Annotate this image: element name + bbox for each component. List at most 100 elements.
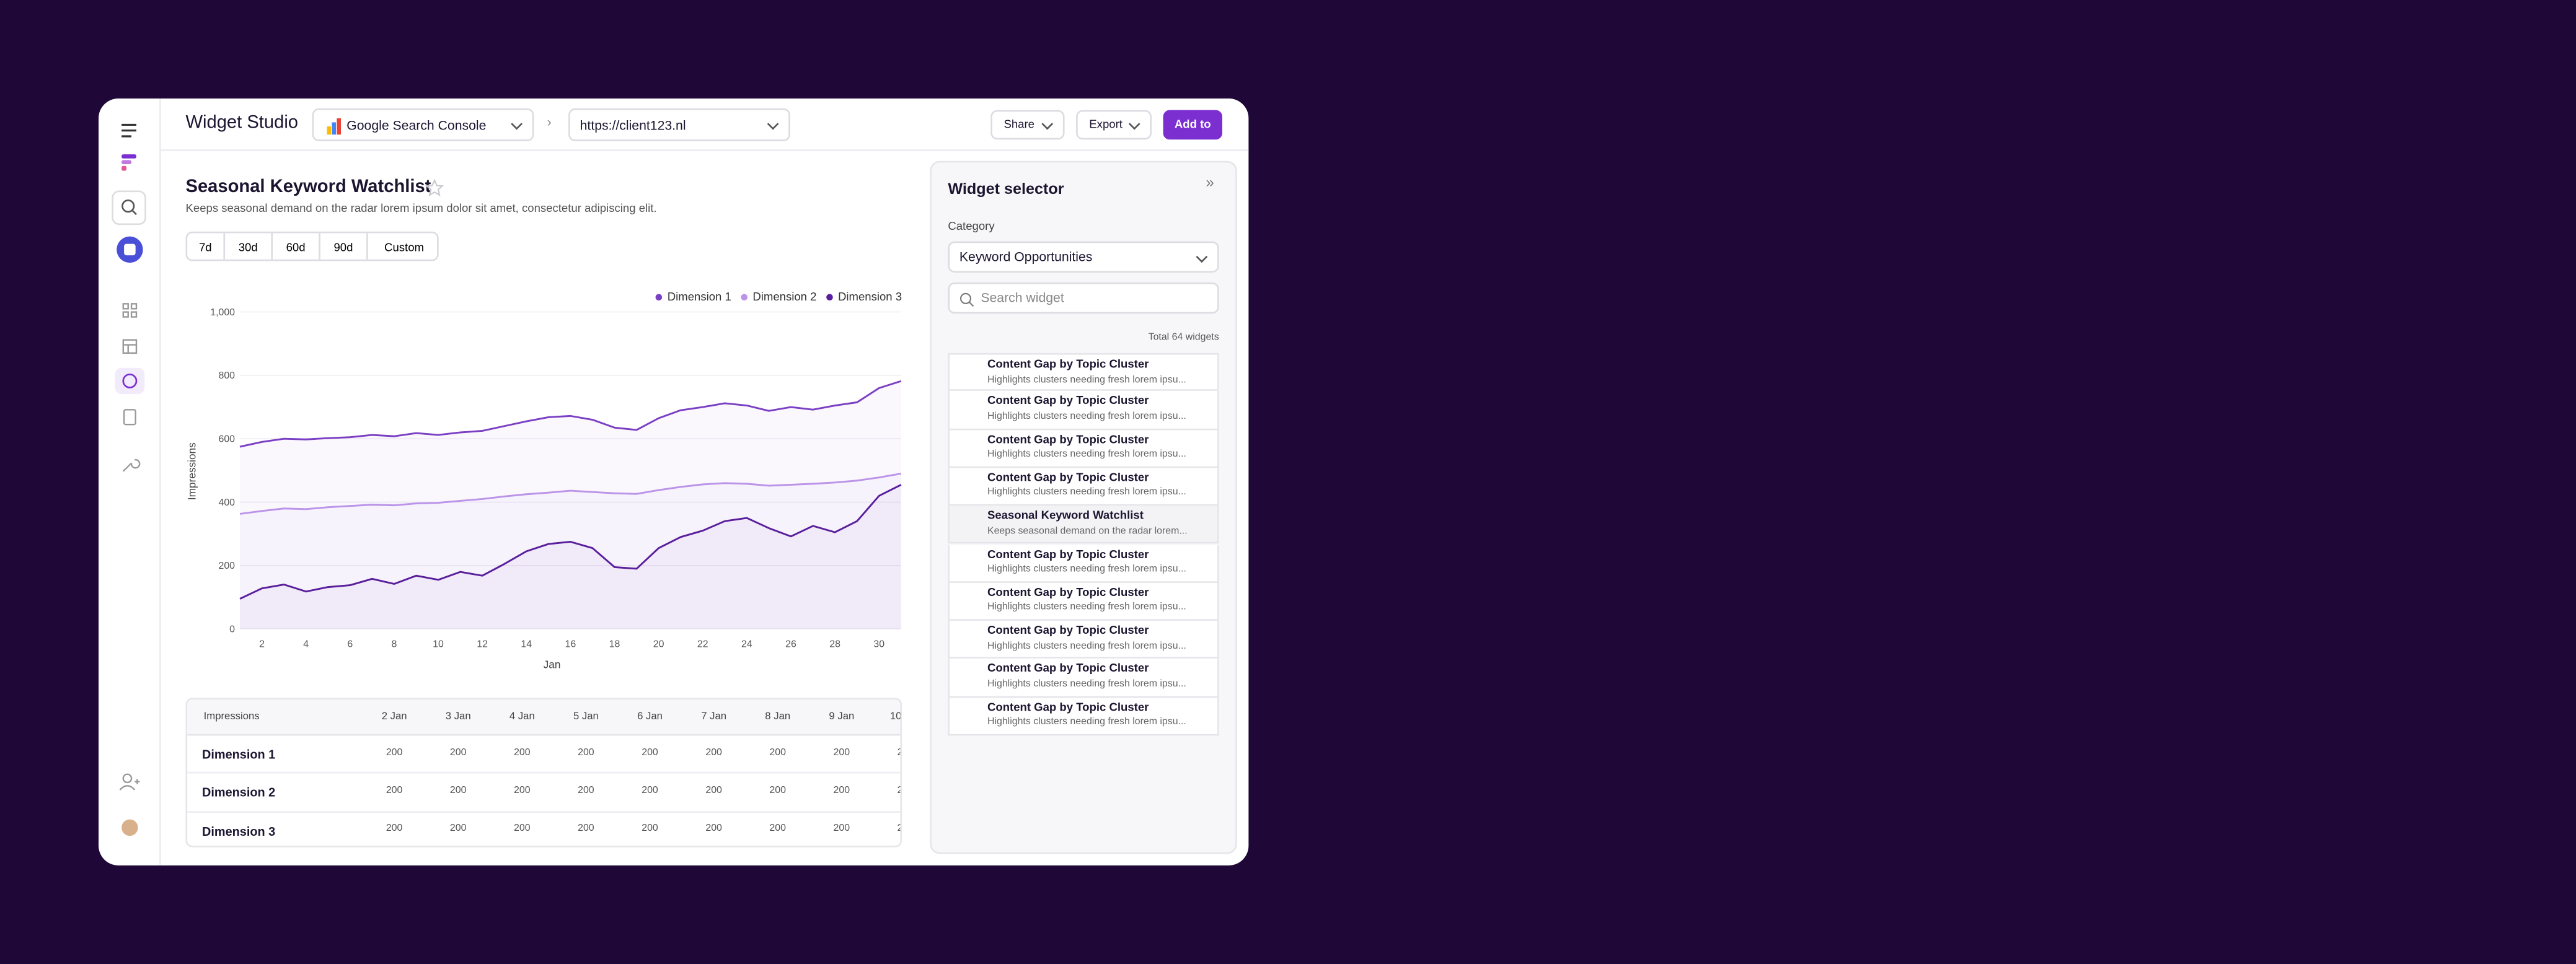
widget-item-description: Highlights clusters needing fresh lorem … bbox=[987, 564, 1186, 575]
x-tick-label: 30 bbox=[873, 639, 884, 649]
widget-item[interactable]: Content Gap by Topic Cluster Highlights c… bbox=[948, 544, 1219, 583]
collapse-button[interactable]: » bbox=[1206, 173, 1214, 191]
chevron bbox=[1128, 118, 1140, 130]
action-button[interactable]: Add to bbox=[1163, 110, 1222, 140]
table-header-cell: 9 Jan bbox=[829, 711, 855, 723]
table-header-bg bbox=[187, 699, 901, 736]
source-icon bbox=[327, 118, 341, 135]
header-border bbox=[159, 149, 1249, 151]
user-avatar[interactable] bbox=[121, 819, 138, 836]
y-tick-label: 800 bbox=[219, 370, 236, 381]
table-cell: 200 bbox=[642, 748, 658, 758]
chart-nav-active[interactable] bbox=[115, 367, 145, 395]
widget-item-title: Content Gap by Topic Cluster bbox=[987, 434, 1149, 446]
table-header-cell: Impressions bbox=[203, 711, 260, 723]
workspace-icon bbox=[124, 243, 136, 256]
widget-item[interactable]: Content Gap by Topic Cluster Highlights c… bbox=[948, 353, 1219, 392]
x-axis-label: Jan bbox=[544, 659, 561, 671]
series-area bbox=[239, 484, 901, 629]
table-header-cell: 3 Jan bbox=[445, 711, 471, 723]
widget-item[interactable]: Content Gap by Topic Cluster Highlights c… bbox=[948, 659, 1219, 698]
table-cell: 200 bbox=[881, 748, 901, 758]
table-cell: 200 bbox=[514, 748, 531, 758]
table-header-cell: 5 Jan bbox=[573, 711, 599, 723]
chevron bbox=[511, 118, 523, 130]
table-cell: 200 bbox=[705, 786, 722, 796]
widget-item[interactable]: Seasonal Keyword Watchlist Keeps seasonal… bbox=[948, 506, 1219, 545]
range-group: 7d 30d 60d 90d Custom bbox=[185, 231, 439, 261]
invite-nav[interactable] bbox=[119, 773, 140, 791]
x-tick-label: 20 bbox=[653, 639, 664, 649]
table-cell: 200 bbox=[514, 824, 531, 835]
url-dropdown[interactable]: https://client123.nl bbox=[568, 108, 790, 141]
x-tick-label: 2 bbox=[259, 639, 265, 649]
table-header-cell: 7 Jan bbox=[701, 711, 727, 723]
legend-label: Dimension 3 bbox=[837, 291, 902, 304]
widget-item[interactable]: Content Gap by Topic Cluster Highlights c… bbox=[948, 468, 1219, 506]
x-tick-label: 18 bbox=[609, 639, 620, 649]
widget-item[interactable]: Content Gap by Topic Cluster Highlights c… bbox=[948, 621, 1219, 659]
action-button[interactable]: Export bbox=[1076, 110, 1152, 140]
source-dropdown[interactable]: Google Search Console bbox=[312, 108, 534, 141]
sidebar bbox=[112, 123, 146, 836]
search-nav[interactable] bbox=[112, 190, 146, 226]
category-dropdown[interactable]: Keyword Opportunities bbox=[948, 241, 1219, 273]
search-icon bbox=[959, 292, 974, 307]
range-button[interactable]: 30d bbox=[225, 233, 273, 260]
table-nav[interactable] bbox=[122, 339, 138, 354]
widget-item[interactable]: Content Gap by Topic Cluster Highlights c… bbox=[948, 697, 1219, 736]
row-divider bbox=[187, 772, 901, 774]
legend-swatch bbox=[826, 294, 834, 301]
x-tick-label: 14 bbox=[521, 639, 532, 649]
x-tick-label: 12 bbox=[477, 639, 488, 649]
search-widget[interactable]: Search widget bbox=[948, 282, 1219, 314]
legend-swatch bbox=[656, 294, 663, 301]
table-cell: 200 bbox=[769, 786, 786, 796]
series-area bbox=[239, 381, 901, 629]
legend-item: Dimension 2 bbox=[741, 289, 817, 305]
widget-item-title: Content Gap by Topic Cluster bbox=[987, 396, 1149, 408]
table-cell: 200 bbox=[833, 824, 850, 835]
category-label: Category bbox=[948, 221, 995, 234]
range-button[interactable]: 7d bbox=[187, 233, 226, 260]
category-value: Keyword Opportunities bbox=[959, 249, 1093, 265]
search-icon bbox=[131, 209, 137, 216]
table-cell: 200 bbox=[769, 748, 786, 758]
table-cell: 200 bbox=[578, 786, 594, 796]
widget-item-description: Highlights clusters needing fresh lorem … bbox=[987, 375, 1186, 385]
table-cell: 200 bbox=[642, 786, 658, 796]
x-tick-label: 22 bbox=[697, 639, 708, 649]
widget-description: Keeps seasonal demand on the radar lorem… bbox=[185, 203, 657, 216]
favorite-star[interactable] bbox=[425, 178, 444, 197]
table-cell: 200 bbox=[833, 786, 850, 796]
table-cell: 200 bbox=[386, 824, 403, 835]
widget-item-description: Highlights clusters needing fresh lorem … bbox=[987, 641, 1186, 652]
table-cell: 200 bbox=[881, 825, 901, 835]
dashboard-nav[interactable] bbox=[122, 303, 138, 318]
widget-item-title: Content Gap by Topic Cluster bbox=[987, 626, 1149, 638]
widget-item[interactable]: Content Gap by Topic Cluster Highlights c… bbox=[948, 429, 1219, 468]
tools-nav[interactable] bbox=[122, 458, 141, 472]
widget-item[interactable]: Content Gap by Topic Cluster Highlights c… bbox=[948, 391, 1219, 430]
y-tick-label: 200 bbox=[219, 561, 236, 571]
chevron bbox=[767, 118, 779, 130]
widget-item-title: Seasonal Keyword Watchlist bbox=[987, 510, 1144, 523]
legend-item: Dimension 3 bbox=[826, 289, 902, 305]
range-button[interactable]: 90d bbox=[320, 233, 368, 260]
x-tick-label: 4 bbox=[303, 639, 309, 649]
range-button[interactable]: 60d bbox=[273, 233, 320, 260]
chevron bbox=[1041, 118, 1054, 130]
table-cell: 200 bbox=[833, 748, 850, 758]
action-button[interactable]: Share bbox=[990, 110, 1065, 140]
data-table: Impressions 2 Jan 3 Jan 4 Jan 5 Jan 6 Jan 7 Ja… bbox=[185, 698, 902, 848]
legend-swatch bbox=[741, 294, 748, 301]
chevron bbox=[1196, 251, 1208, 263]
report-nav[interactable] bbox=[123, 409, 136, 426]
table-cell: 200 bbox=[705, 748, 722, 758]
table-cell: 200 bbox=[578, 824, 594, 835]
widget-item[interactable]: Content Gap by Topic Cluster Highlights c… bbox=[948, 582, 1219, 621]
menu-icon[interactable] bbox=[121, 123, 136, 138]
range-button[interactable]: Custom bbox=[384, 242, 424, 254]
